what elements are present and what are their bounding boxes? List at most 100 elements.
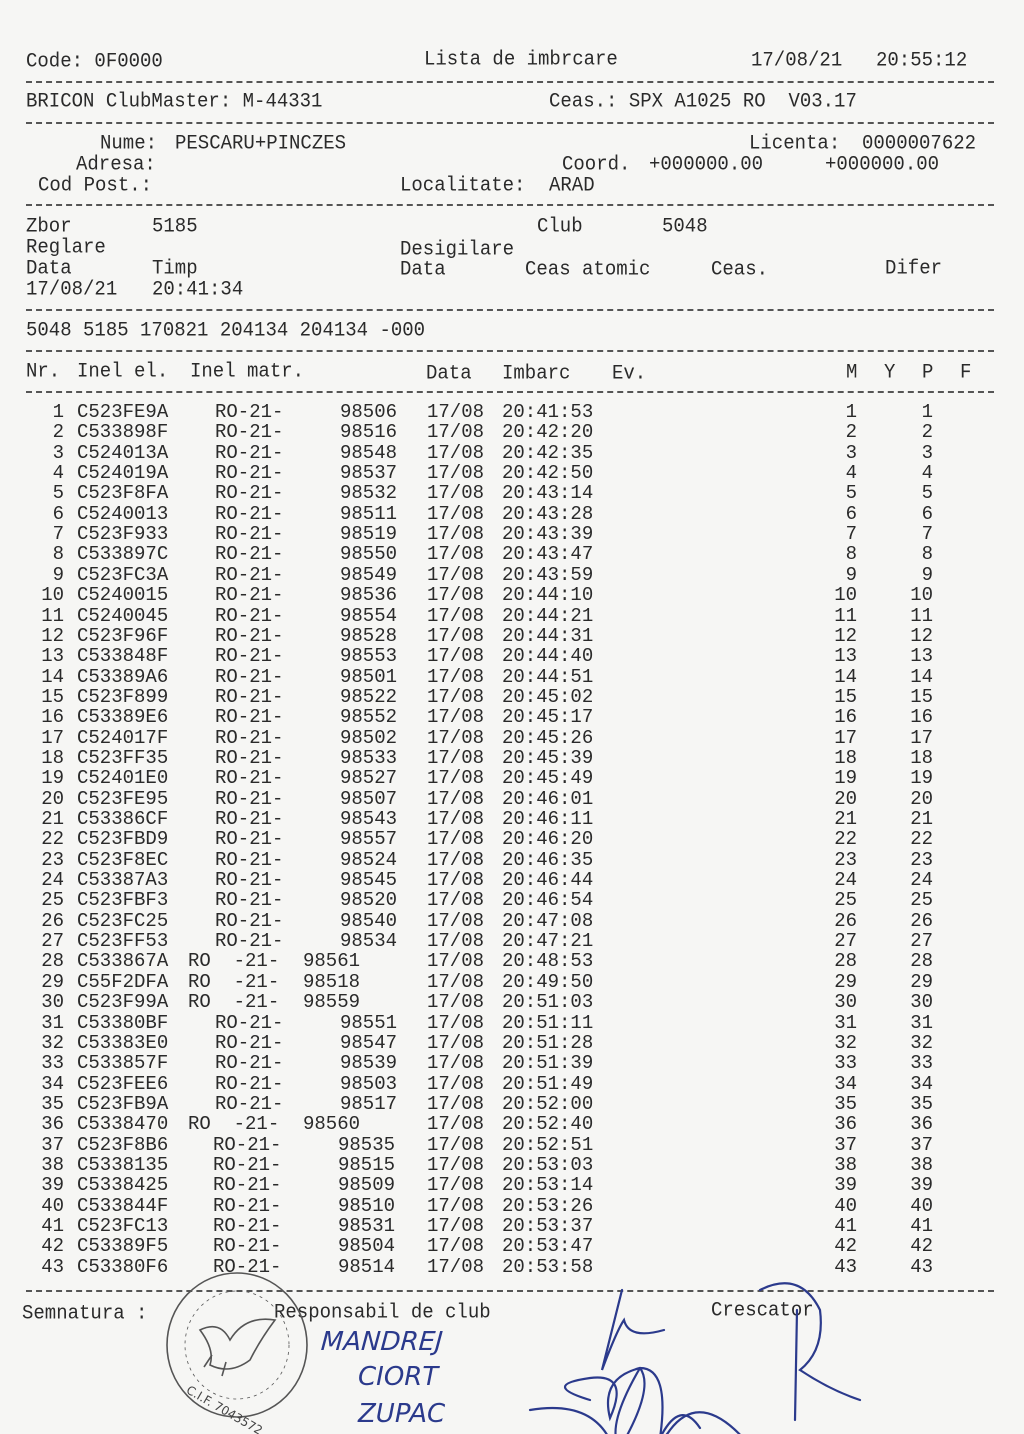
ring-prefix: RO-21- [215, 563, 284, 586]
m-value: 27 [834, 930, 857, 953]
p-value: 15 [910, 685, 933, 708]
arrival-time: 20:43:14 [502, 482, 594, 505]
electronic-ring: C5240045 [77, 604, 169, 627]
ring-prefix: RO-21- [215, 543, 284, 566]
ring-number: 98531 [338, 1215, 396, 1237]
table-row: 27 C523FF53 RO-21- 98534 17/08 20:47:21 27 27 [0, 931, 1024, 951]
table-row: 26 C523FC25 RO-21- 98540 17/08 20:47:08 26 26 [0, 911, 1024, 931]
arrival-time: 20:51:11 [502, 1011, 594, 1034]
ring-number: 98548 [340, 441, 398, 464]
col-ev: Ev. [612, 361, 647, 385]
arrival-date: 17/08 [427, 401, 485, 423]
ring-number: 98522 [340, 685, 398, 708]
table-row: 18 C523FF35 RO-21- 98533 17/08 20:45:39 18 18 [0, 748, 1024, 768]
electronic-ring: C523FBF3 [77, 889, 169, 912]
ring-number: 98532 [340, 482, 398, 505]
col-imbarc: Imbarc [502, 361, 571, 385]
table-row: 7 C523F933 RO-21- 98519 17/08 20:43:39 7 7 [0, 524, 1024, 544]
row-number: 36 [41, 1113, 64, 1136]
ring-number: 98518 [303, 970, 361, 993]
ring-number: 98545 [340, 869, 398, 892]
arrival-time: 20:43:59 [502, 563, 594, 586]
row-number: 2 [52, 421, 64, 444]
m-value: 42 [834, 1235, 857, 1258]
ring-prefix: RO-21- [215, 726, 284, 749]
data-label: Data [26, 256, 72, 280]
arrival-time: 20:47:21 [502, 930, 594, 953]
p-value: 30 [910, 991, 933, 1014]
ring-prefix: RO-21- [213, 1235, 282, 1258]
arrival-date: 17/08 [427, 665, 485, 688]
divider [26, 122, 994, 124]
m-value: 18 [834, 746, 857, 769]
arrival-time: 20:45:02 [502, 685, 594, 708]
m-value: 30 [834, 991, 857, 1014]
arrival-time: 20:45:49 [502, 767, 594, 790]
reglare-time: 20:41:34 [152, 277, 244, 301]
p-value: 39 [910, 1174, 933, 1197]
row-number: 27 [41, 930, 64, 953]
table-row: 22 C523FBD9 RO-21- 98557 17/08 20:46:20 22 22 [0, 829, 1024, 849]
m-value: 39 [834, 1174, 857, 1197]
arrival-time: 20:43:47 [502, 543, 594, 566]
m-value: 15 [834, 685, 857, 708]
row-number: 22 [41, 828, 64, 851]
m-value: 11 [834, 604, 857, 627]
arrival-time: 20:48:53 [502, 950, 594, 973]
arrival-date: 17/08 [427, 1255, 485, 1278]
arrival-date: 17/08 [427, 421, 485, 444]
p-value: 24 [910, 869, 933, 892]
owner-name: PESCARU+PINCZES [175, 131, 347, 155]
row-number: 18 [41, 746, 64, 769]
arrival-date: 17/08 [427, 1153, 485, 1176]
divider [26, 1290, 994, 1292]
arrival-date: 17/08 [427, 706, 485, 729]
ring-number: 98514 [338, 1255, 396, 1278]
p-value: 5 [921, 482, 933, 505]
electronic-ring: C523F899 [77, 685, 169, 708]
table-row: 40 C533844F RO-21- 98510 17/08 20:53:26 40 40 [0, 1196, 1024, 1216]
ring-number: 98524 [340, 848, 398, 871]
clubmaster: BRICON ClubMaster: M-44331 [26, 89, 323, 113]
table-row: 6 C5240013 RO-21- 98511 17/08 20:43:28 6 6 [0, 504, 1024, 524]
m-value: 3 [845, 441, 857, 464]
table-row: 11 C5240045 RO-21- 98554 17/08 20:44:21 11 11 [0, 606, 1024, 626]
ring-number: 98507 [340, 787, 398, 810]
table-row: 43 C53380F6 RO-21- 98514 17/08 20:53:58 43 43 [0, 1257, 1024, 1277]
col-nr: Nr. [26, 359, 61, 383]
arrival-time: 20:44:51 [502, 665, 594, 688]
p-value: 42 [910, 1235, 933, 1258]
m-value: 21 [834, 808, 857, 830]
arrival-time: 20:42:50 [502, 462, 594, 485]
difer-label: Difer [885, 256, 943, 280]
electronic-ring: C5338425 [77, 1174, 169, 1197]
table-row: 28 C533867A RO -21- 98561 17/08 20:48:53 28 28 [0, 951, 1024, 971]
ring-number: 98547 [340, 1031, 398, 1054]
ring-prefix: RO-21- [215, 523, 284, 546]
ring-prefix: RO-21- [215, 787, 284, 810]
ceas-atomic-label: Ceas atomic [525, 257, 651, 281]
electronic-ring: C523F96F [77, 624, 169, 647]
m-value: 24 [834, 869, 857, 892]
m-value: 22 [834, 828, 857, 851]
arrival-time: 20:43:28 [502, 502, 594, 525]
col-m: M [846, 360, 858, 384]
arrival-time: 20:42:20 [502, 421, 594, 444]
table-row: 25 C523FBF3 RO-21- 98520 17/08 20:46:54 25 25 [0, 890, 1024, 910]
clock-info: Ceas.: SPX A1025 RO V03.17 [549, 89, 857, 113]
p-value: 12 [910, 624, 933, 647]
p-value: 41 [910, 1215, 933, 1237]
row-number: 23 [41, 848, 64, 871]
ring-number: 98519 [340, 523, 398, 546]
arrival-date: 17/08 [427, 848, 485, 871]
reglare-label: Reglare [26, 235, 106, 259]
m-value: 14 [834, 665, 857, 688]
p-value: 19 [910, 767, 933, 790]
ring-prefix: RO-21- [215, 1011, 284, 1034]
electronic-ring: C53383E0 [77, 1031, 169, 1054]
ring-number: 98533 [340, 746, 398, 769]
divider [26, 350, 994, 352]
ring-number: 98502 [340, 726, 398, 749]
p-value: 1 [921, 401, 933, 423]
p-value: 7 [921, 523, 933, 546]
